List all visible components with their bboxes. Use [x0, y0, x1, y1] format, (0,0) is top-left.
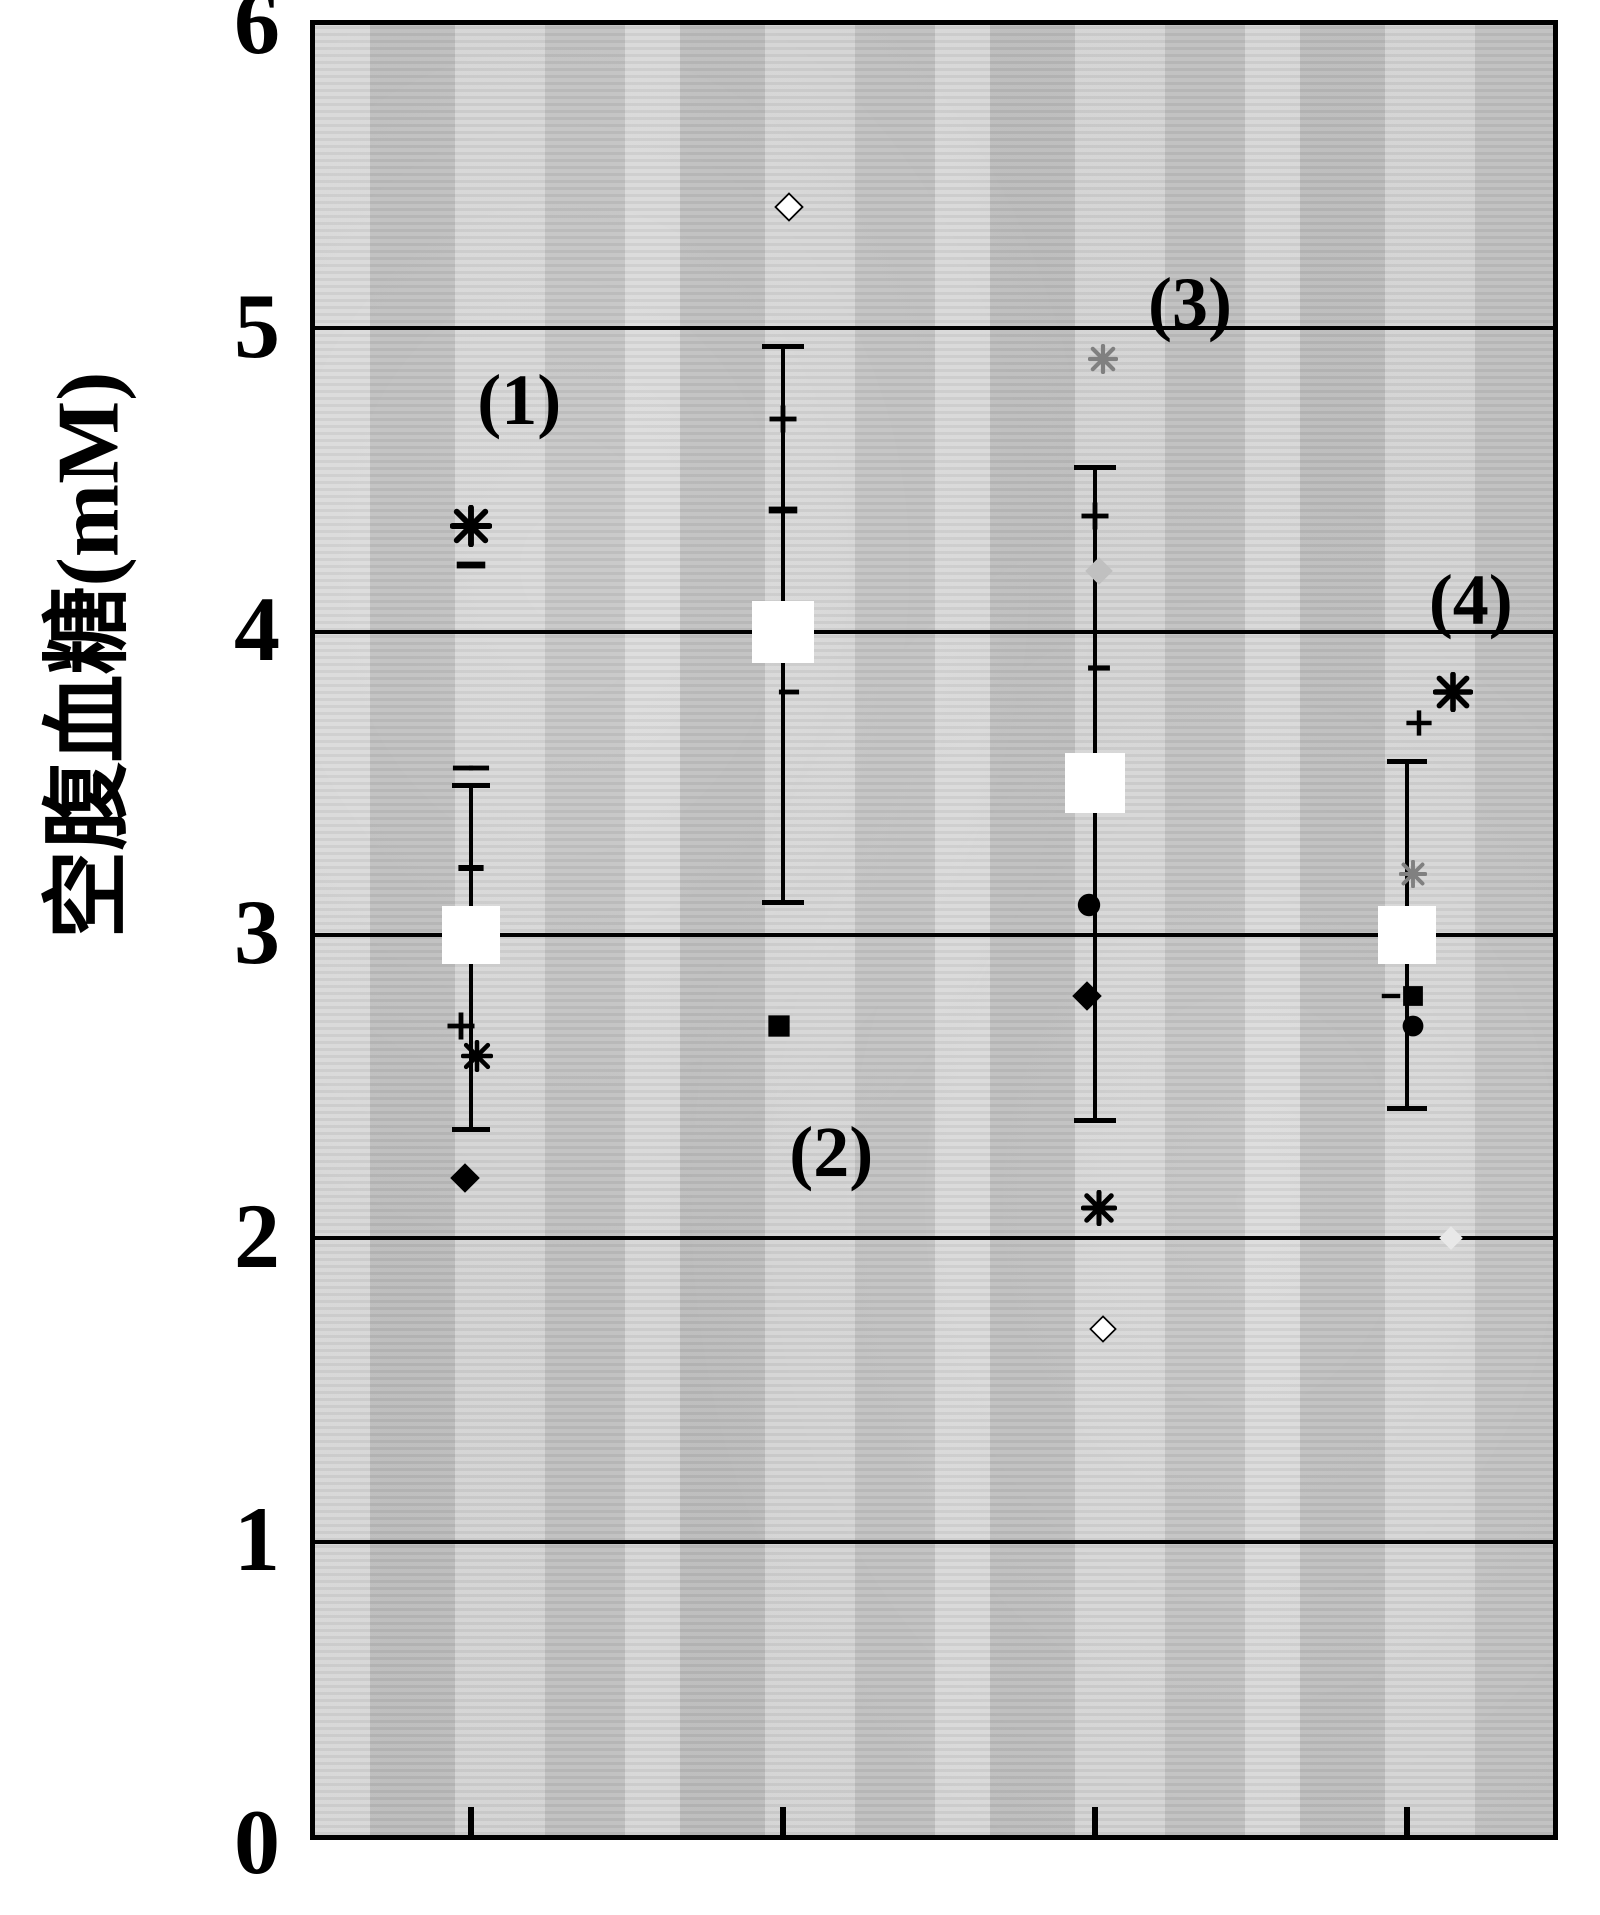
mean-marker — [1378, 906, 1436, 964]
data-point — [1405, 709, 1433, 737]
data-point — [1081, 1190, 1117, 1226]
y-tick-label: 6 — [140, 0, 280, 75]
data-point — [768, 404, 798, 434]
mean-marker — [1065, 753, 1125, 813]
y-tick-label: 5 — [140, 273, 280, 379]
data-point — [777, 680, 801, 704]
x-tick — [780, 1807, 786, 1835]
group-annotation: (4) — [1429, 559, 1513, 642]
data-point — [765, 1012, 793, 1040]
data-point — [1086, 655, 1112, 681]
data-point — [1400, 983, 1426, 1009]
data-point — [1380, 985, 1402, 1007]
y-tick-label: 3 — [140, 879, 280, 985]
y-tick-label: 4 — [140, 576, 280, 682]
data-point — [454, 548, 488, 582]
x-tick — [468, 1807, 474, 1835]
y-tick-label: 0 — [140, 1789, 280, 1895]
data-point — [1439, 1226, 1463, 1250]
data-point — [1433, 672, 1473, 712]
data-point — [467, 756, 491, 780]
data-point — [1085, 557, 1113, 585]
data-point — [774, 192, 804, 222]
data-point — [446, 1011, 476, 1041]
data-point — [1080, 501, 1110, 531]
group-annotation: (1) — [477, 359, 561, 442]
plot-area: (1) (2) (3) (4) — [310, 20, 1558, 1840]
data-point — [1400, 1013, 1426, 1039]
group-annotation: (3) — [1148, 262, 1232, 345]
plot-content: (1) (2) (3) (4) — [315, 25, 1553, 1835]
data-point — [1089, 1315, 1117, 1343]
data-point — [1088, 344, 1118, 374]
mean-marker — [442, 906, 500, 964]
data-point — [456, 853, 486, 883]
data-point — [450, 1163, 480, 1193]
data-point — [450, 505, 492, 547]
x-tick — [1092, 1807, 1098, 1835]
y-tick-label: 1 — [140, 1486, 280, 1592]
chart-container: 空腹血糖(mM) 0123456 (1)(2)(3)(4) — [0, 0, 1600, 1915]
group-annotation: (2) — [789, 1111, 873, 1194]
data-point — [1399, 860, 1427, 888]
data-point — [1075, 891, 1103, 919]
data-point — [1072, 981, 1102, 1011]
mean-marker — [752, 601, 814, 663]
x-tick — [1404, 1807, 1410, 1835]
data-point — [461, 1040, 493, 1072]
y-tick-label: 2 — [140, 1183, 280, 1289]
data-point — [766, 493, 800, 527]
